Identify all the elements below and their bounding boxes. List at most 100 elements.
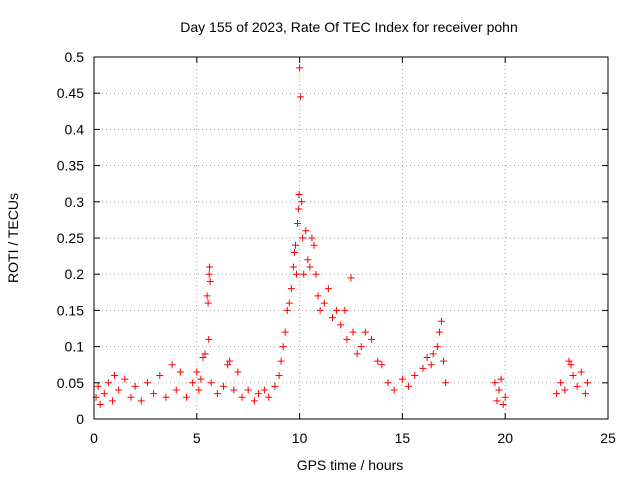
- data-point: [197, 375, 205, 383]
- y-tick-label: 0.1: [65, 339, 85, 355]
- x-tick-label: 10: [292, 430, 308, 446]
- data-point: [285, 299, 293, 307]
- data-point: [357, 343, 365, 351]
- data-point: [353, 350, 361, 358]
- data-point: [316, 306, 324, 314]
- data-point: [337, 321, 345, 329]
- data-point: [310, 241, 318, 249]
- data-point: [281, 328, 289, 336]
- data-point: [162, 393, 170, 401]
- data-point: [224, 361, 232, 369]
- data-point: [109, 397, 117, 405]
- data-point: [213, 390, 221, 398]
- data-points: [92, 64, 591, 409]
- data-point: [577, 368, 585, 376]
- data-point: [349, 328, 357, 336]
- y-tick-label: 0.5: [65, 49, 85, 65]
- data-point: [277, 357, 285, 365]
- data-point: [433, 343, 441, 351]
- x-tick-label: 25: [600, 430, 616, 446]
- data-point: [347, 274, 355, 282]
- data-point: [203, 292, 211, 300]
- data-point: [143, 379, 151, 387]
- data-point: [411, 372, 419, 380]
- data-point: [499, 401, 507, 409]
- data-point: [96, 401, 104, 409]
- data-point: [275, 372, 283, 380]
- x-tick-label: 20: [497, 430, 513, 446]
- data-point: [254, 390, 262, 398]
- data-point: [493, 397, 501, 405]
- data-point: [491, 379, 499, 387]
- data-point: [298, 198, 306, 206]
- data-point: [244, 386, 252, 394]
- data-point: [279, 343, 287, 351]
- data-point: [368, 335, 376, 343]
- data-point: [265, 393, 273, 401]
- data-point: [583, 379, 591, 387]
- data-point: [204, 299, 212, 307]
- data-point: [306, 263, 314, 271]
- data-point: [374, 357, 382, 365]
- data-point: [361, 328, 369, 336]
- data-point: [390, 386, 398, 394]
- data-point: [557, 379, 565, 387]
- data-point: [435, 328, 443, 336]
- data-point: [189, 379, 197, 387]
- data-point: [127, 393, 135, 401]
- y-tick-label: 0.45: [57, 85, 84, 101]
- data-point: [312, 270, 320, 278]
- data-point: [205, 270, 213, 278]
- x-axis-label: GPS time / hours: [297, 457, 404, 473]
- data-point: [291, 241, 299, 249]
- data-point: [290, 248, 298, 256]
- data-point: [495, 386, 503, 394]
- data-point: [261, 386, 269, 394]
- data-point: [172, 386, 180, 394]
- data-point: [429, 350, 437, 358]
- data-point: [308, 234, 316, 242]
- data-point: [238, 393, 246, 401]
- data-point: [427, 361, 435, 369]
- data-point: [104, 379, 112, 387]
- data-point: [405, 382, 413, 390]
- y-tick-label: 0.25: [57, 230, 84, 246]
- y-tick-label: 0: [76, 411, 84, 427]
- y-tick-label: 0.2: [65, 266, 85, 282]
- data-point: [195, 386, 203, 394]
- data-point: [565, 357, 573, 365]
- data-point: [569, 372, 577, 380]
- x-axis-ticks: 0 5 10 15 20 25: [90, 57, 616, 446]
- data-point: [341, 306, 349, 314]
- data-point: [115, 386, 123, 394]
- data-point: [234, 368, 242, 376]
- data-point: [205, 335, 213, 343]
- data-point: [230, 386, 238, 394]
- x-tick-label: 0: [90, 430, 98, 446]
- data-point: [333, 306, 341, 314]
- data-point: [299, 234, 307, 242]
- data-point: [220, 382, 228, 390]
- data-point: [328, 314, 336, 322]
- data-point: [295, 205, 303, 213]
- y-axis-label: ROTI / TECUs: [5, 193, 21, 283]
- data-point: [176, 368, 184, 376]
- data-point: [131, 382, 139, 390]
- data-point: [206, 277, 214, 285]
- data-point: [423, 353, 431, 361]
- data-point: [343, 335, 351, 343]
- data-point: [283, 306, 291, 314]
- data-point: [226, 357, 234, 365]
- data-point: [287, 285, 295, 293]
- data-point: [419, 364, 427, 372]
- data-point: [295, 191, 303, 199]
- data-point: [289, 263, 297, 271]
- data-point: [297, 93, 305, 101]
- data-point: [384, 379, 392, 387]
- data-point: [168, 361, 176, 369]
- data-point: [320, 299, 328, 307]
- data-point: [201, 350, 209, 358]
- y-tick-label: 0.35: [57, 158, 84, 174]
- data-point: [183, 393, 191, 401]
